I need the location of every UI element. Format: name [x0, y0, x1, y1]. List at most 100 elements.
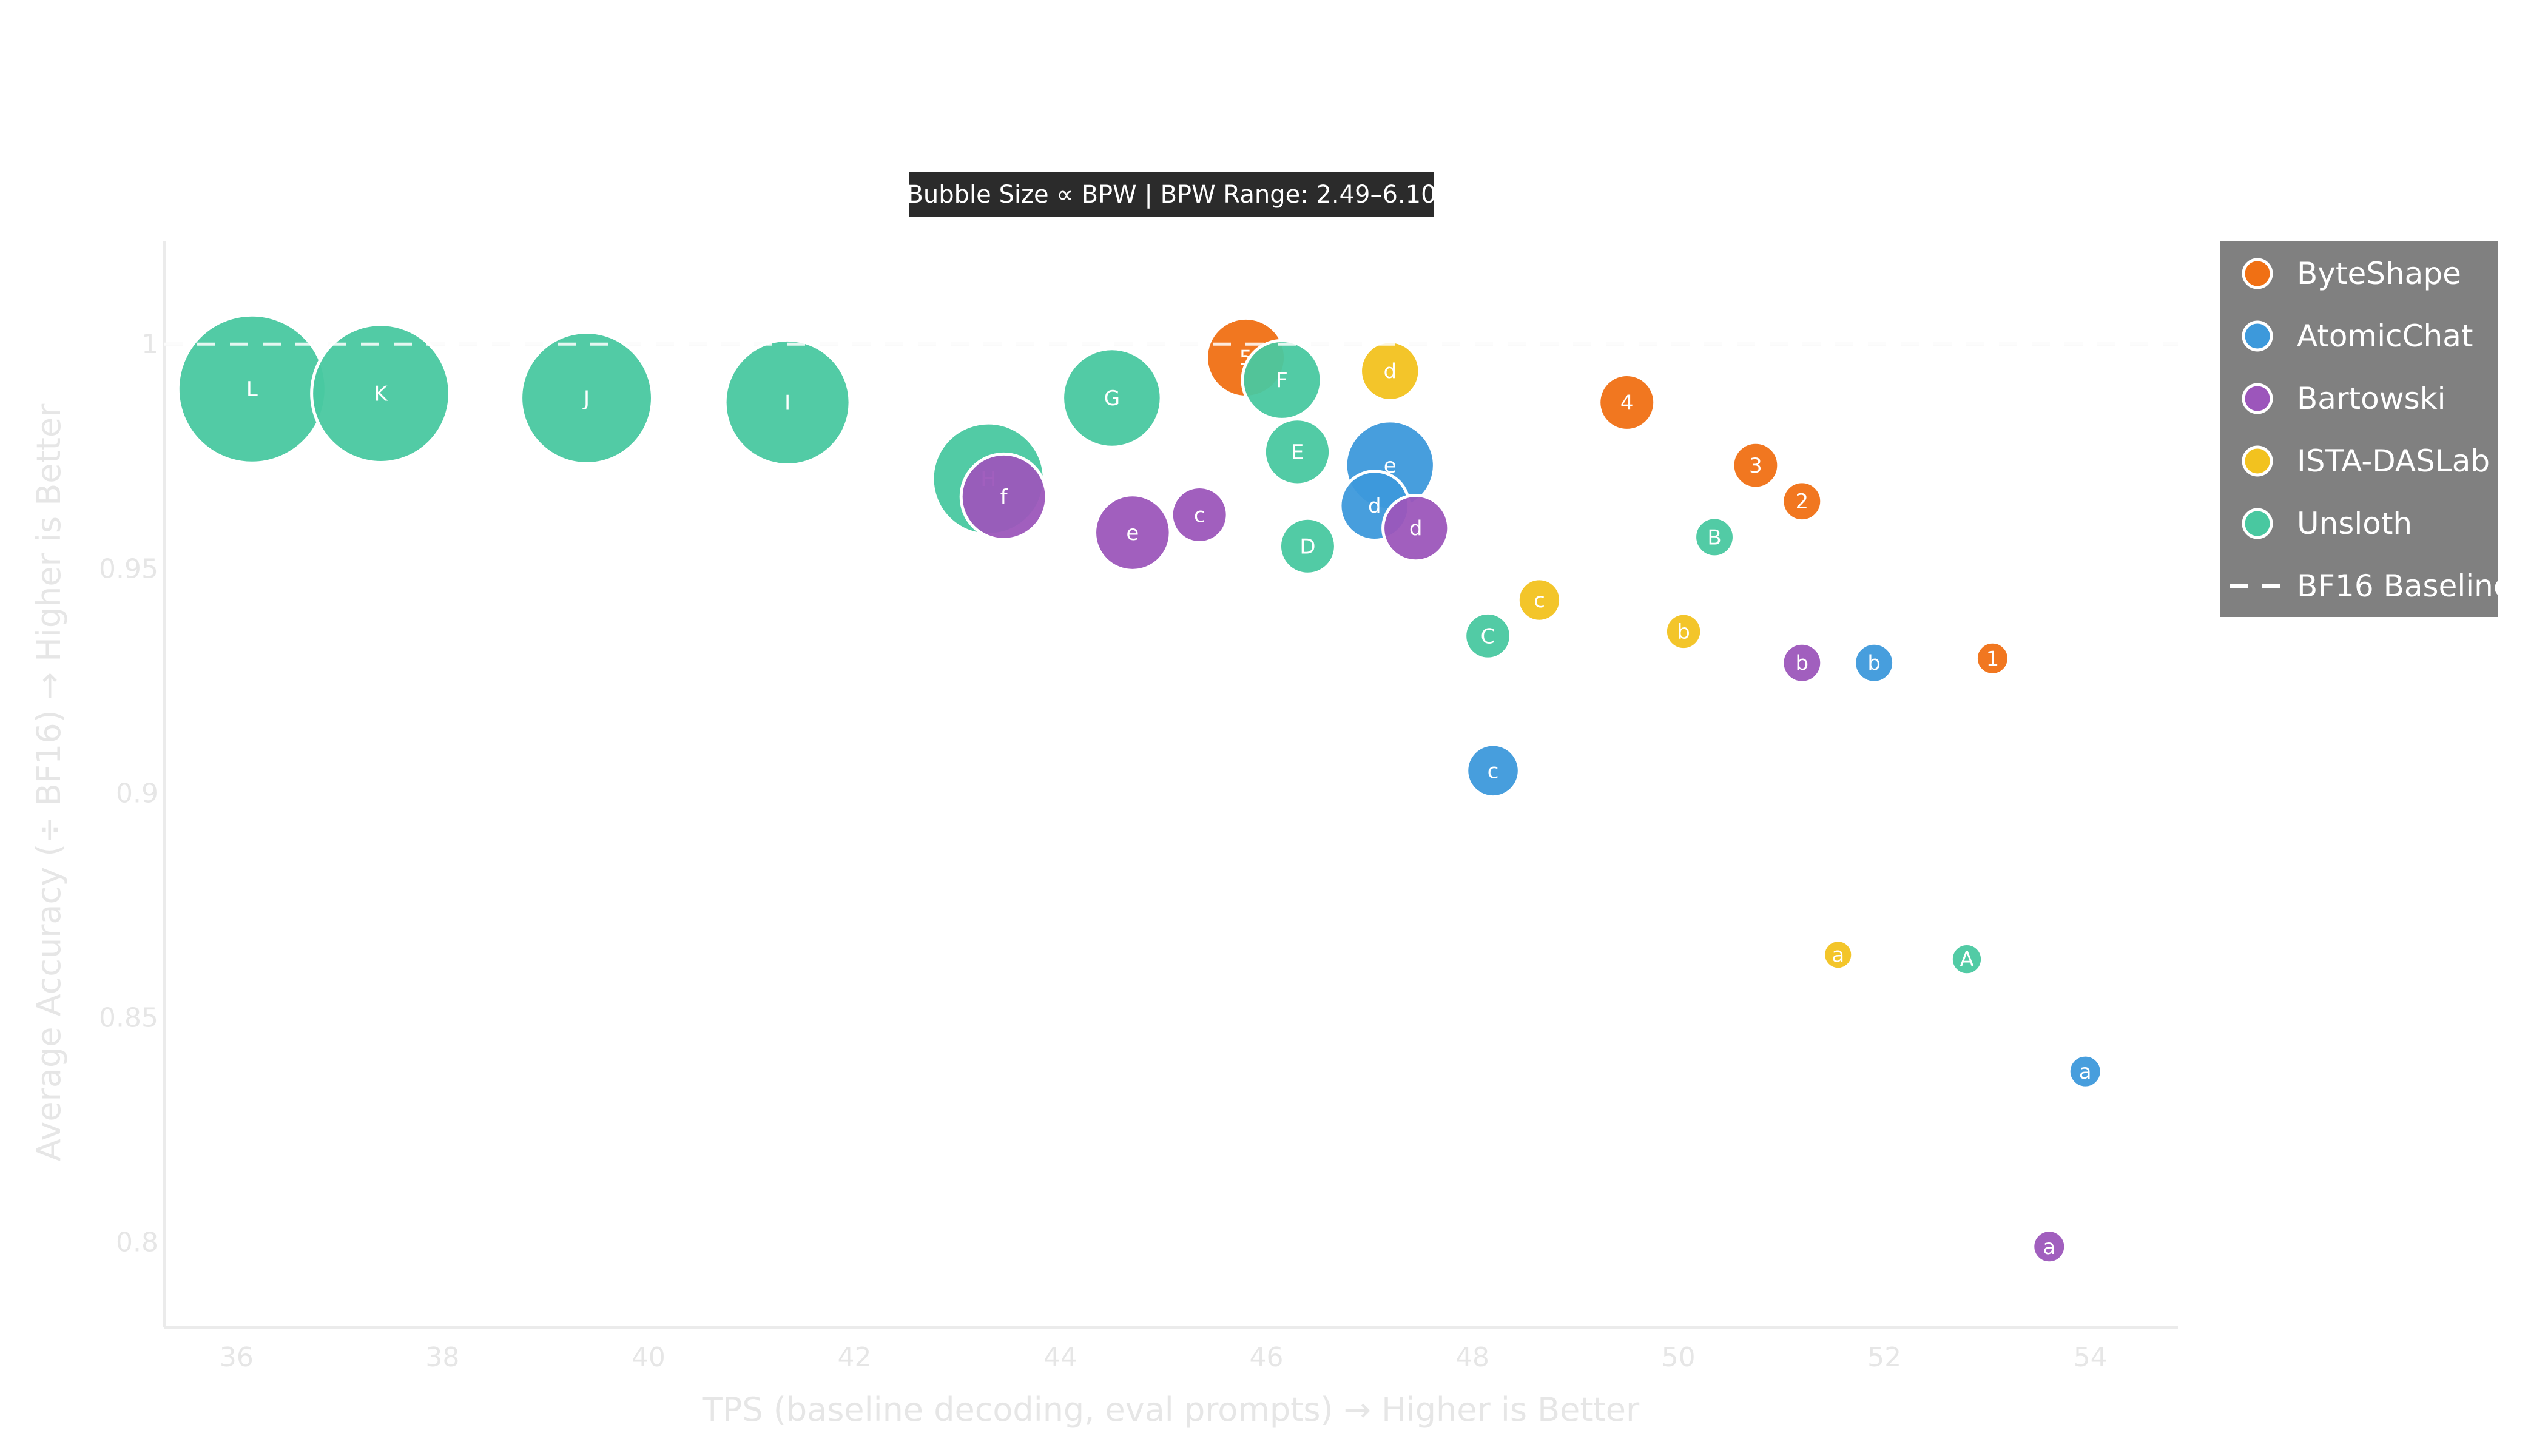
bubble-byteshape-2[interactable]: 2	[1781, 480, 1824, 523]
bubble-atomicchat-a[interactable]: a	[2067, 1053, 2103, 1090]
bubble-label: K	[374, 382, 388, 406]
bubble-unsloth-E[interactable]: E	[1262, 417, 1332, 487]
bubble-circle[interactable]	[1465, 743, 1521, 799]
bubble-unsloth-J[interactable]: J	[519, 331, 654, 465]
legend-label: Bartowski	[2297, 381, 2445, 416]
bubble-circle[interactable]	[1093, 493, 1172, 572]
bubble-circle[interactable]	[959, 452, 1048, 541]
bubble-circle[interactable]	[1693, 516, 1736, 559]
bubble-label: b	[1796, 652, 1809, 676]
bubble-bartowski-c[interactable]: c	[1170, 485, 1229, 544]
bubble-circle[interactable]	[1853, 641, 1896, 684]
bubble-circle[interactable]	[1463, 611, 1512, 661]
legend-marker	[2242, 508, 2273, 539]
bubble-unsloth-D[interactable]: D	[1278, 516, 1337, 576]
bubble-label: f	[1000, 485, 1008, 510]
x-tick-label: 40	[632, 1342, 666, 1373]
legend-label: BF16 Baseline	[2297, 568, 2512, 604]
x-tick-label: 50	[1662, 1342, 1696, 1373]
bubble-label: d	[1383, 360, 1397, 384]
bubble-circle[interactable]	[1278, 516, 1337, 576]
x-axis-title: TPS (baseline decoding, eval prompts) → …	[702, 1390, 1640, 1429]
bubble-circle[interactable]	[1597, 372, 1657, 432]
bubble-unsloth-I[interactable]: I	[723, 338, 852, 467]
x-tick-label: 38	[425, 1342, 459, 1373]
bubble-circle[interactable]	[723, 338, 852, 467]
legend-item: Unsloth	[2242, 506, 2412, 541]
bubble-circle[interactable]	[1731, 440, 1781, 490]
legend-item: ISTA-DASLab	[2242, 443, 2490, 479]
legend-item: BF16 Baseline	[2230, 568, 2512, 604]
bubble-unsloth-A[interactable]: A	[1949, 942, 1984, 977]
bubble-atomicchat-c[interactable]: c	[1465, 743, 1521, 799]
bubble-label: G	[1104, 386, 1120, 411]
axes	[163, 241, 2178, 1329]
bubble-ista-daslab-c[interactable]: c	[1516, 577, 1563, 623]
bubble-bartowski-a[interactable]: a	[2031, 1228, 2068, 1265]
y-axis-title: Average Accuracy (÷ BF16) → Higher is Be…	[30, 403, 68, 1161]
bubble-label: F	[1276, 368, 1288, 393]
bubble-unsloth-K[interactable]: K	[310, 323, 451, 464]
bubble-label: c	[1488, 759, 1499, 783]
bubble-bartowski-e[interactable]: e	[1093, 493, 1172, 572]
bubble-unsloth-F[interactable]: F	[1241, 339, 1323, 421]
x-ticks: 36 38 40 42 44 46 48 50 52 54	[220, 1342, 2108, 1373]
bubble-label: d	[1368, 494, 1381, 519]
bubble-circle[interactable]	[2067, 1053, 2103, 1090]
bubble-label: 1	[1986, 647, 2000, 671]
bubble-unsloth-L[interactable]: L	[176, 313, 328, 465]
bubble-unsloth-B[interactable]: B	[1693, 516, 1736, 559]
bubble-label: 3	[1749, 454, 1762, 478]
bubble-circle[interactable]	[1262, 417, 1332, 487]
bubble-bartowski-f[interactable]: f	[959, 452, 1048, 541]
bubble-circle[interactable]	[1974, 640, 2010, 676]
bubble-label: 4	[1620, 391, 1634, 415]
bubble-circle[interactable]	[1663, 612, 1704, 652]
bubble-label: c	[1194, 503, 1205, 527]
bubble-atomicchat-b[interactable]: b	[1853, 641, 1896, 684]
bubble-bartowski-d[interactable]: d	[1381, 494, 1451, 563]
bubble-circle[interactable]	[1516, 577, 1563, 623]
y-tick-label: 0.9	[116, 778, 158, 809]
bubble-circle[interactable]	[1359, 340, 1421, 402]
legend-marker	[2242, 258, 2273, 289]
bubble-label: a	[2043, 1235, 2055, 1259]
bubble-ista-daslab-d[interactable]: d	[1359, 340, 1421, 402]
bubble-circle[interactable]	[2031, 1228, 2068, 1265]
x-tick-label: 48	[1455, 1342, 1489, 1373]
bubble-circle[interactable]	[1822, 939, 1855, 971]
legend-marker	[2242, 383, 2273, 414]
bubble-unsloth-C[interactable]: C	[1463, 611, 1512, 661]
legend-items: ByteShape AtomicChat Bartowski ISTA-DASLab U…	[2230, 256, 2512, 604]
bubble-circle[interactable]	[1170, 485, 1229, 544]
legend-item: Bartowski	[2242, 381, 2445, 416]
bubble-unsloth-G[interactable]: G	[1061, 347, 1163, 449]
bpw-annotation-text: Bubble Size ∝ BPW | BPW Range: 2.49–6.10	[906, 181, 1436, 209]
bubble-label: a	[1832, 943, 1844, 968]
legend-box	[2220, 241, 2498, 617]
y-tick-label: 0.8	[116, 1227, 158, 1258]
bubble-circle[interactable]	[1949, 942, 1984, 977]
bubble-byteshape-1[interactable]: 1	[1974, 640, 2010, 676]
x-tick-label: 36	[220, 1342, 254, 1373]
bubble-label: B	[1707, 525, 1721, 550]
bubble-circle[interactable]	[1781, 641, 1824, 684]
legend-item: AtomicChat	[2242, 318, 2473, 354]
bubble-circle[interactable]	[519, 331, 654, 465]
bubble-circle[interactable]	[310, 323, 451, 464]
bubble-circle[interactable]	[1381, 494, 1451, 563]
legend-label: AtomicChat	[2297, 318, 2473, 354]
bubble-ista-daslab-a[interactable]: a	[1822, 939, 1855, 971]
bubble-byteshape-3[interactable]: 3	[1731, 440, 1781, 490]
bubble-circle[interactable]	[1241, 339, 1323, 421]
bubble-ista-daslab-b[interactable]: b	[1663, 612, 1704, 652]
bubble-bartowski-b[interactable]: b	[1781, 641, 1824, 684]
bubble-byteshape-4[interactable]: 4	[1597, 372, 1657, 432]
bubble-label: c	[1534, 588, 1545, 613]
legend-label: Unsloth	[2297, 506, 2412, 541]
bubble-circle[interactable]	[1781, 480, 1824, 523]
legend: ByteShape AtomicChat Bartowski ISTA-DASLab U…	[2220, 241, 2512, 617]
bubble-circle[interactable]	[1061, 347, 1163, 449]
bubble-label: I	[784, 391, 790, 415]
